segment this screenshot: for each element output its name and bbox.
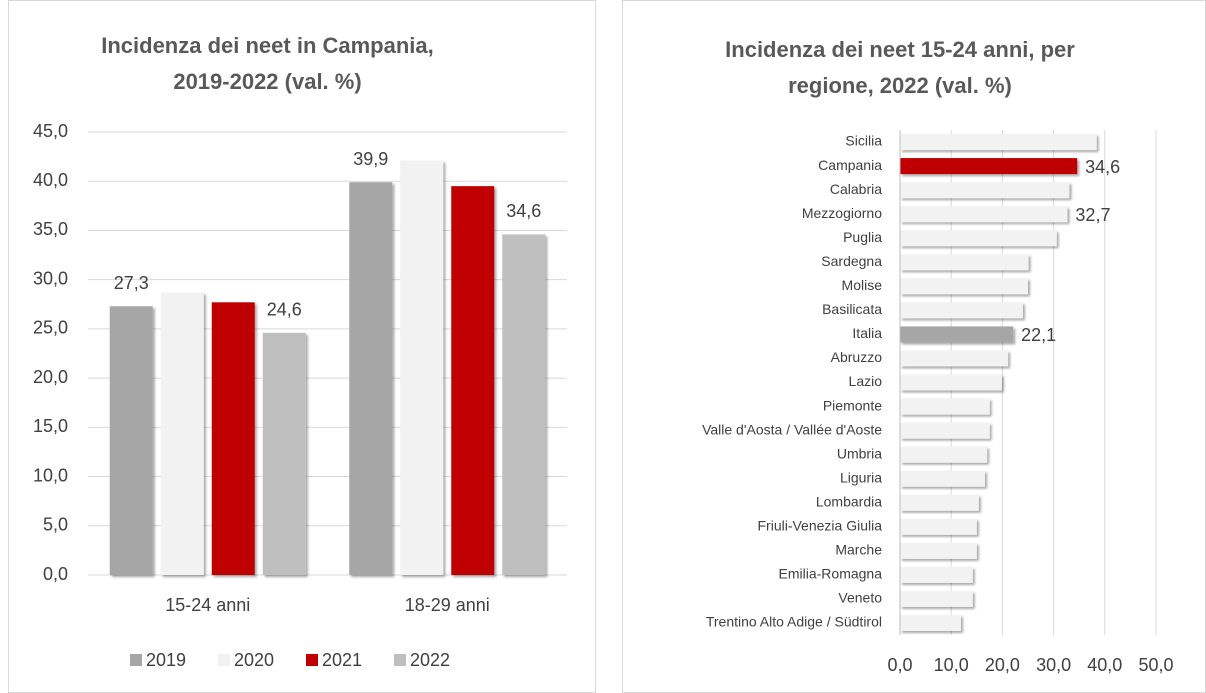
- y-tick-label: Lazio: [849, 373, 883, 389]
- y-tick-label: Campania: [818, 157, 882, 173]
- x-tick-label: 30,0: [1036, 655, 1071, 675]
- y-tick-label: Trentino Alto Adige / Südtirol: [706, 614, 882, 630]
- bar: [900, 398, 990, 415]
- bar: [900, 518, 977, 535]
- y-tick-label: Sardegna: [821, 253, 882, 269]
- y-tick-label: Abruzzo: [831, 349, 883, 365]
- y-tick-label: 25,0: [33, 318, 68, 338]
- y-tick-label: Puglia: [843, 229, 882, 245]
- y-tick-label: 15,0: [33, 416, 68, 436]
- bar: [900, 134, 1097, 151]
- y-tick-label: Basilicata: [822, 301, 882, 317]
- y-tick-label: Liguria: [840, 469, 882, 485]
- x-tick-label: 10,0: [934, 655, 969, 675]
- legend-label: 2019: [146, 650, 186, 670]
- bar: [502, 234, 546, 576]
- bar: [211, 302, 255, 575]
- bar: [900, 446, 988, 463]
- y-tick-label: Valle d'Aosta / Vallée d'Aoste: [702, 421, 882, 437]
- bar: [900, 470, 985, 487]
- y-tick-label: Piemonte: [823, 397, 882, 413]
- x-tick-label: 15-24 anni: [165, 595, 250, 615]
- data-label: 34,6: [506, 201, 541, 221]
- y-tick-label: 0,0: [43, 564, 68, 584]
- chart-title: Incidenza dei neet in Campania, 2019-202…: [101, 33, 434, 94]
- legend-swatch: [218, 654, 230, 666]
- y-tick-label: Umbria: [837, 445, 882, 461]
- legend-label: 2020: [234, 650, 274, 670]
- bar: [900, 230, 1057, 247]
- x-tick-label: 0,0: [887, 655, 912, 675]
- legend-swatch: [130, 654, 142, 666]
- legend-swatch: [306, 654, 318, 666]
- bar: [900, 206, 1068, 223]
- y-tick-label: 35,0: [33, 219, 68, 239]
- bar: [900, 278, 1028, 295]
- panel-border: [622, 0, 1206, 693]
- y-tick-label: 30,0: [33, 268, 68, 288]
- data-label: 24,6: [267, 300, 302, 320]
- x-tick-label: 40,0: [1087, 655, 1122, 675]
- y-tick-label: 45,0: [33, 121, 68, 141]
- bar: [900, 494, 979, 511]
- data-label: 32,7: [1075, 205, 1110, 225]
- bar: [900, 542, 977, 559]
- bar: [900, 590, 973, 607]
- data-label: 22,1: [1021, 325, 1056, 345]
- y-tick-label: Sicilia: [845, 133, 882, 149]
- y-tick-label: Veneto: [838, 590, 882, 606]
- bar: [900, 566, 973, 583]
- bar: [349, 182, 393, 575]
- bar: [900, 614, 961, 631]
- data-label: 34,6: [1085, 157, 1120, 177]
- bar: [160, 292, 204, 575]
- x-tick-label: 20,0: [985, 655, 1020, 675]
- bar: [900, 302, 1023, 319]
- bar: [900, 254, 1029, 271]
- legend-label: 2022: [410, 650, 450, 670]
- bar: [900, 158, 1078, 175]
- y-tick-label: Mezzogiorno: [802, 205, 882, 221]
- y-tick-label: 20,0: [33, 367, 68, 387]
- bar: [900, 326, 1014, 343]
- y-tick-label: Marche: [835, 542, 882, 558]
- bar: [109, 306, 153, 575]
- bar: [900, 422, 990, 439]
- data-label: 39,9: [353, 149, 388, 169]
- x-tick-label: 18-29 anni: [405, 595, 490, 615]
- bar: [400, 160, 444, 575]
- y-tick-label: Molise: [842, 277, 883, 293]
- y-tick-label: Calabria: [830, 181, 882, 197]
- legend-label: 2021: [322, 650, 362, 670]
- y-tick-label: Emilia-Romagna: [779, 566, 883, 582]
- y-tick-label: 10,0: [33, 465, 68, 485]
- bar: [900, 374, 1002, 391]
- y-tick-label: 5,0: [43, 515, 68, 535]
- chart-title: Incidenza dei neet 15-24 anni, per regio…: [725, 37, 1075, 98]
- x-tick-label: 50,0: [1138, 655, 1173, 675]
- bar: [900, 350, 1009, 367]
- bar: [451, 186, 495, 575]
- y-tick-label: Lombardia: [816, 493, 882, 509]
- y-tick-label: Friuli-Venezia Giulia: [758, 517, 883, 533]
- data-label: 27,3: [114, 273, 149, 293]
- bar: [900, 182, 1070, 199]
- bar: [262, 332, 306, 575]
- y-tick-label: 40,0: [33, 170, 68, 190]
- legend-swatch: [394, 654, 406, 666]
- y-tick-label: Italia: [852, 325, 882, 341]
